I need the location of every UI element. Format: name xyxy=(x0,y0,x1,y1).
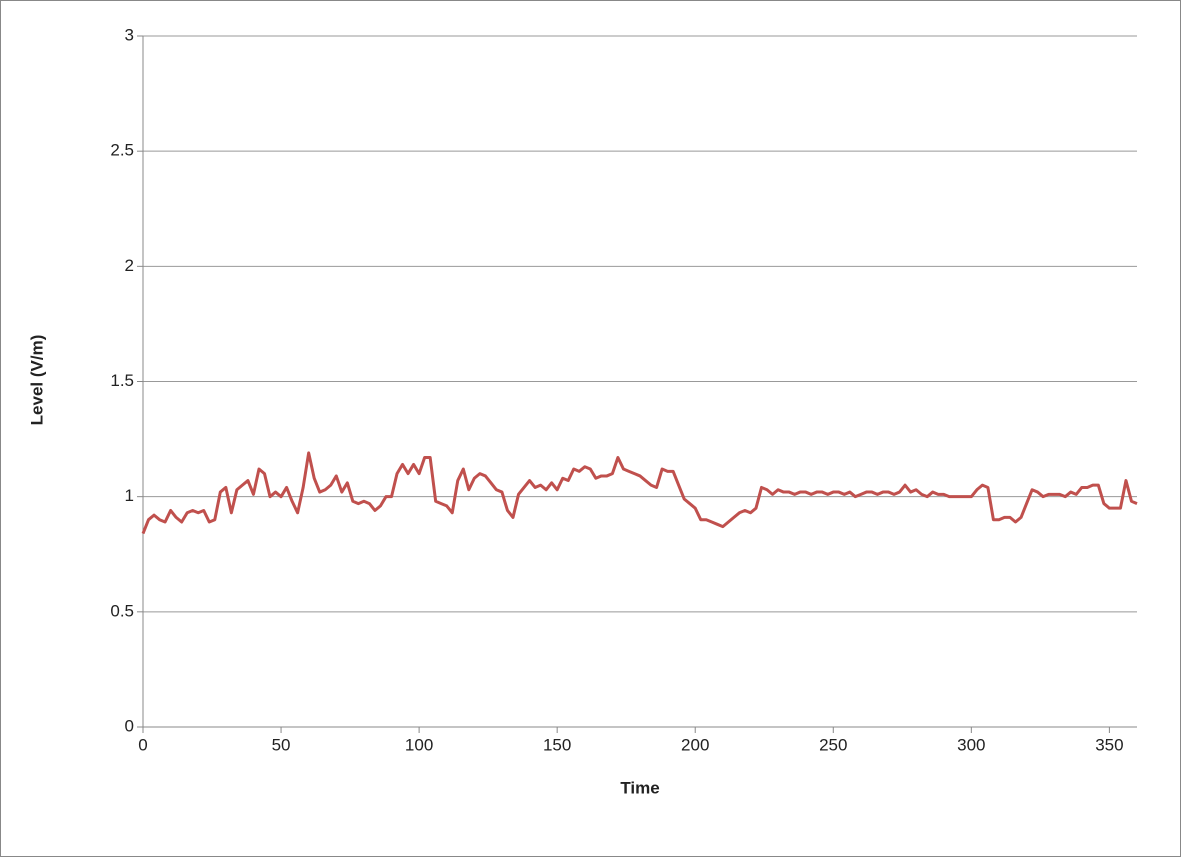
x-tick-label: 100 xyxy=(405,735,433,754)
x-tick-label: 350 xyxy=(1095,735,1123,754)
data-line xyxy=(141,451,1138,535)
x-tick-label: 50 xyxy=(272,735,291,754)
y-tick-label: 0.5 xyxy=(110,601,134,620)
x-axis-title: Time xyxy=(620,778,659,797)
y-tick-label: 2.5 xyxy=(110,141,134,160)
y-tick-label: 3 xyxy=(125,25,134,44)
x-tick-label: 300 xyxy=(957,735,985,754)
y-axis-title: Level (V/m) xyxy=(27,335,46,426)
y-tick-label: 2 xyxy=(125,256,134,275)
x-tick-label: 0 xyxy=(138,735,147,754)
y-tick-label: 1 xyxy=(125,486,134,505)
x-tick-label: 200 xyxy=(681,735,709,754)
x-tick-label: 150 xyxy=(543,735,571,754)
y-tick-label: 0 xyxy=(125,716,134,735)
y-tick-label: 1.5 xyxy=(110,371,134,390)
x-tick-label: 250 xyxy=(819,735,847,754)
